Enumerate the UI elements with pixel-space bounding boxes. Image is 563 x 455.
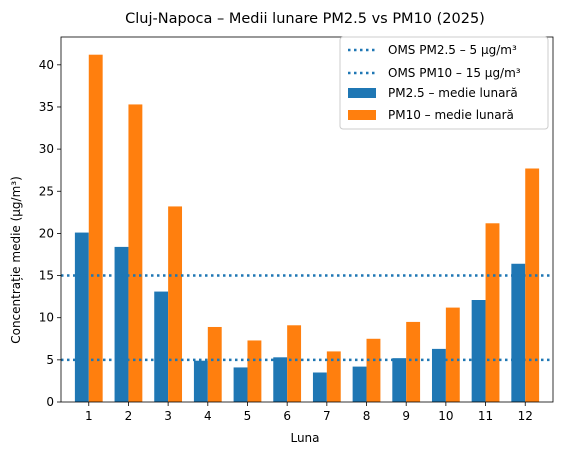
bar-pm10-month-8 [366, 338, 381, 402]
chart-title: Cluj-Napoca – Medii lunare PM2.5 vs PM10… [125, 11, 485, 27]
x-axis: 1 2 3 4 5 6 7 8 9 10 11 12 [85, 402, 533, 423]
x-tick-label-4: 4 [204, 409, 212, 423]
x-tick-label-5: 5 [244, 409, 252, 423]
legend-label-pm10: PM10 – medie lunară [388, 108, 514, 122]
x-tick-label-6: 6 [283, 409, 291, 423]
bar-pm25-month-10 [431, 348, 446, 402]
plot-frame [60, 36, 554, 403]
bar-pm25-month-1 [74, 232, 89, 402]
bar-pm10-month-1 [88, 54, 103, 402]
bar-pm25-month-6 [273, 357, 288, 402]
bar-pm10-month-5 [247, 340, 262, 402]
legend-box [339, 36, 549, 130]
bar-pm10-month-3 [168, 206, 183, 402]
y-tick-label-10: 10 [39, 311, 54, 325]
legend-label-oms-pm25: OMS PM2.5 – 5 µg/m³ [388, 43, 517, 57]
bar-pm10-month-6 [287, 325, 302, 402]
bar-pm10-month-4 [207, 326, 222, 402]
y-tick-label-40: 40 [39, 58, 54, 72]
x-tick-label-1: 1 [85, 409, 93, 423]
legend-swatch-pm25 [348, 88, 376, 98]
y-tick-label-5: 5 [46, 353, 54, 367]
y-tick-label-35: 35 [39, 100, 54, 114]
bar-pm10-month-2 [128, 104, 143, 402]
y-tick-label-30: 30 [39, 142, 54, 156]
bar-pm25-month-5 [233, 367, 248, 402]
x-tick-label-8: 8 [363, 409, 371, 423]
bar-pm25-month-2 [114, 246, 129, 402]
x-tick-label-3: 3 [164, 409, 172, 423]
x-tick-label-7: 7 [323, 409, 331, 423]
y-axis: 0 5 10 15 20 25 30 35 40 [39, 58, 61, 409]
bar-pm10-month-9 [406, 321, 421, 402]
y-tick-label-25: 25 [39, 184, 54, 198]
y-tick-label-15: 15 [39, 269, 54, 283]
y-tick-label-0: 0 [46, 395, 54, 409]
x-tick-label-10: 10 [438, 409, 453, 423]
x-tick-label-2: 2 [125, 409, 133, 423]
bar-pm25-month-11 [471, 300, 486, 402]
x-tick-label-9: 9 [402, 409, 410, 423]
y-tick-label-20: 20 [39, 226, 54, 240]
x-tick-label-12: 12 [518, 409, 533, 423]
legend-label-oms-pm10: OMS PM10 – 15 µg/m³ [388, 66, 521, 80]
bar-pm10-month-10 [445, 307, 460, 402]
bars-group [74, 54, 540, 402]
bar-pm10-month-12 [525, 168, 540, 402]
bar-pm25-month-7 [312, 372, 327, 402]
legend-swatch-pm10 [348, 110, 376, 120]
legend: OMS PM2.5 – 5 µg/m³ OMS PM10 – 15 µg/m³ … [339, 36, 549, 130]
y-axis-label: Concentrație medie (µg/m³) [9, 176, 23, 344]
reference-lines [61, 274, 553, 362]
legend-label-pm25: PM2.5 – medie lunară [388, 86, 518, 100]
bar-pm10-month-7 [326, 351, 341, 402]
x-axis-label: Luna [290, 431, 319, 445]
bar-pm10-month-11 [485, 223, 500, 402]
bar-pm25-month-8 [352, 366, 367, 402]
bar-pm25-month-3 [154, 291, 169, 402]
x-tick-label-11: 11 [478, 409, 493, 423]
bar-pm25-month-12 [511, 263, 526, 402]
bar-pm25-month-4 [193, 360, 208, 402]
bar-pm25-month-9 [392, 358, 407, 402]
